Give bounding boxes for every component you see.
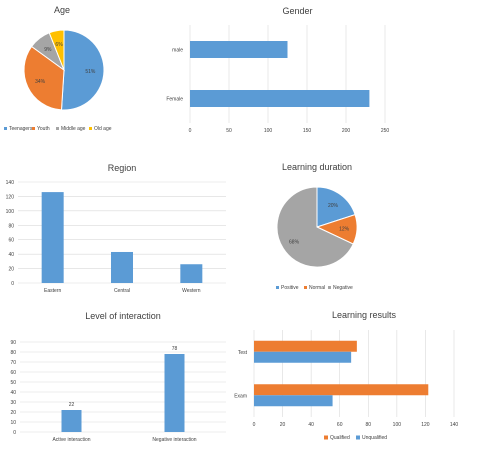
region-x-tick: Central <box>114 288 130 294</box>
learning_results-legend-swatch <box>324 435 328 440</box>
gender-x-tick: 200 <box>342 128 351 134</box>
gender-x-tick: 100 <box>264 128 273 134</box>
gender-chart: Gender 0 50 100 150 200 250 male Female <box>166 6 389 134</box>
interaction-y-tick: 10 <box>10 420 16 426</box>
region-bar-1 <box>111 251 133 283</box>
learning_results-bar-1-1 <box>254 395 333 407</box>
learning_duration-slice-2 <box>276 186 354 268</box>
age-legend-swatch <box>89 127 92 130</box>
age-legend-label: Old age <box>94 126 112 132</box>
learning_results-legend-label: Unqualified <box>362 435 387 441</box>
learning_results-x-tick: 60 <box>337 422 343 428</box>
age-legend-label: Middle age <box>61 126 86 132</box>
region-y-tick: 120 <box>6 194 15 200</box>
gender-x-tick: 250 <box>381 128 390 134</box>
learning_results-x-tick: 20 <box>280 422 286 428</box>
age-legend-label: Youth <box>37 126 50 132</box>
interaction-y-tick: 70 <box>10 360 16 366</box>
region-y-tick: 20 <box>8 267 14 273</box>
region-y-tick: 100 <box>6 209 15 215</box>
region-title: Region <box>108 163 137 173</box>
learning_results-x-tick: 120 <box>421 422 430 428</box>
age-legend-swatch <box>32 127 35 130</box>
region-y-tick: 60 <box>8 238 14 244</box>
learning_results-chart: Learning results 0 20 40 60 80 100 120 140 Test Ex… <box>234 310 458 441</box>
learning_duration-chart: Learning duration 20% 12% 68% Positive Normal… <box>276 162 358 291</box>
learning_duration-legend-label: Negative <box>333 285 353 291</box>
learning_duration-slice-0 <box>316 186 356 228</box>
interaction-bar-0 <box>61 410 82 432</box>
learning_duration-data-label: 12% <box>339 227 350 233</box>
age-legend-label: Teenagers <box>9 126 33 132</box>
learning_results-x-tick: 0 <box>253 422 256 428</box>
gender-title: Gender <box>282 6 312 16</box>
region-y-tick: 40 <box>8 252 14 258</box>
interaction-y-tick: 90 <box>10 340 16 346</box>
age-data-label: 9% <box>44 47 52 53</box>
interaction-y-tick: 50 <box>10 380 16 386</box>
gender-y-tick: Female <box>166 97 183 103</box>
gender-bar-1-0 <box>190 90 370 107</box>
learning_results-y-tick: Exam <box>234 393 247 399</box>
gender-x-tick: 150 <box>303 128 312 134</box>
age-data-label: 51% <box>85 69 96 75</box>
region-bar-2 <box>180 264 203 283</box>
gender-bar-0-0 <box>190 41 288 58</box>
learning_duration-data-label: 20% <box>328 203 339 209</box>
learning_results-title: Learning results <box>332 310 397 320</box>
learning_duration-legend-label: Normal <box>309 285 325 291</box>
interaction-title: Level of interaction <box>85 311 161 321</box>
learning_results-y-tick: Test <box>238 350 248 356</box>
interaction-y-tick: 30 <box>10 400 16 406</box>
age-title: Age <box>54 5 70 15</box>
region-chart: Region 0 20 40 60 80 100 120 140 Eastern Central We… <box>6 163 226 294</box>
learning_results-bar-0-1 <box>254 351 352 363</box>
learning_duration-title: Learning duration <box>282 162 352 172</box>
interaction-y-tick: 20 <box>10 410 16 416</box>
learning_results-legend-swatch <box>356 435 360 440</box>
interaction-x-tick: Negative interaction <box>152 437 196 443</box>
gender-x-tick: 50 <box>226 128 232 134</box>
interaction-chart: Level of interaction 0 10 20 30 40 50 60 70 80 90 A… <box>10 311 226 443</box>
learning_duration-data-label: 68% <box>289 240 300 246</box>
interaction-y-tick: 40 <box>10 390 16 396</box>
region-bar-0 <box>41 192 64 283</box>
age-slice-1 <box>23 45 65 111</box>
interaction-x-tick: Active interaction <box>52 437 90 443</box>
learning_results-legend-label: Qualified <box>330 435 350 441</box>
interaction-y-tick: 80 <box>10 350 16 356</box>
interaction-data-label: 78 <box>172 346 178 352</box>
learning_results-bar-0-0 <box>254 340 357 352</box>
interaction-y-tick: 0 <box>13 430 16 436</box>
region-x-tick: Western <box>182 288 201 294</box>
learning_results-bar-1-0 <box>254 384 429 396</box>
learning_duration-legend-swatch <box>276 286 279 289</box>
age-legend-swatch <box>56 127 59 130</box>
interaction-y-tick: 60 <box>10 370 16 376</box>
age-slice-0 <box>60 29 105 111</box>
learning_results-x-tick: 140 <box>450 422 459 428</box>
gender-x-tick: 0 <box>189 128 192 134</box>
interaction-data-label: 22 <box>69 402 75 408</box>
learning_duration-legend-label: Positive <box>281 285 299 291</box>
region-x-tick: Eastern <box>44 288 61 294</box>
learning_duration-legend-swatch <box>328 286 331 289</box>
learning_duration-legend-swatch <box>304 286 307 289</box>
learning_results-x-tick: 40 <box>308 422 314 428</box>
interaction-bar-1 <box>164 354 185 432</box>
region-y-tick: 140 <box>6 180 15 186</box>
age-chart: Age 51% 34% 9%6% Teenagers Youth Middle age Old… <box>4 5 112 132</box>
age-legend-swatch <box>4 127 7 130</box>
learning_results-x-tick: 100 <box>393 422 402 428</box>
gender-y-tick: male <box>172 48 183 54</box>
learning_results-x-tick: 80 <box>366 422 372 428</box>
age-slice-3 <box>48 29 65 71</box>
age-data-label: 6% <box>55 42 63 48</box>
region-y-tick: 80 <box>8 223 14 229</box>
region-y-tick: 0 <box>11 281 14 287</box>
age-data-label: 34% <box>35 79 46 85</box>
